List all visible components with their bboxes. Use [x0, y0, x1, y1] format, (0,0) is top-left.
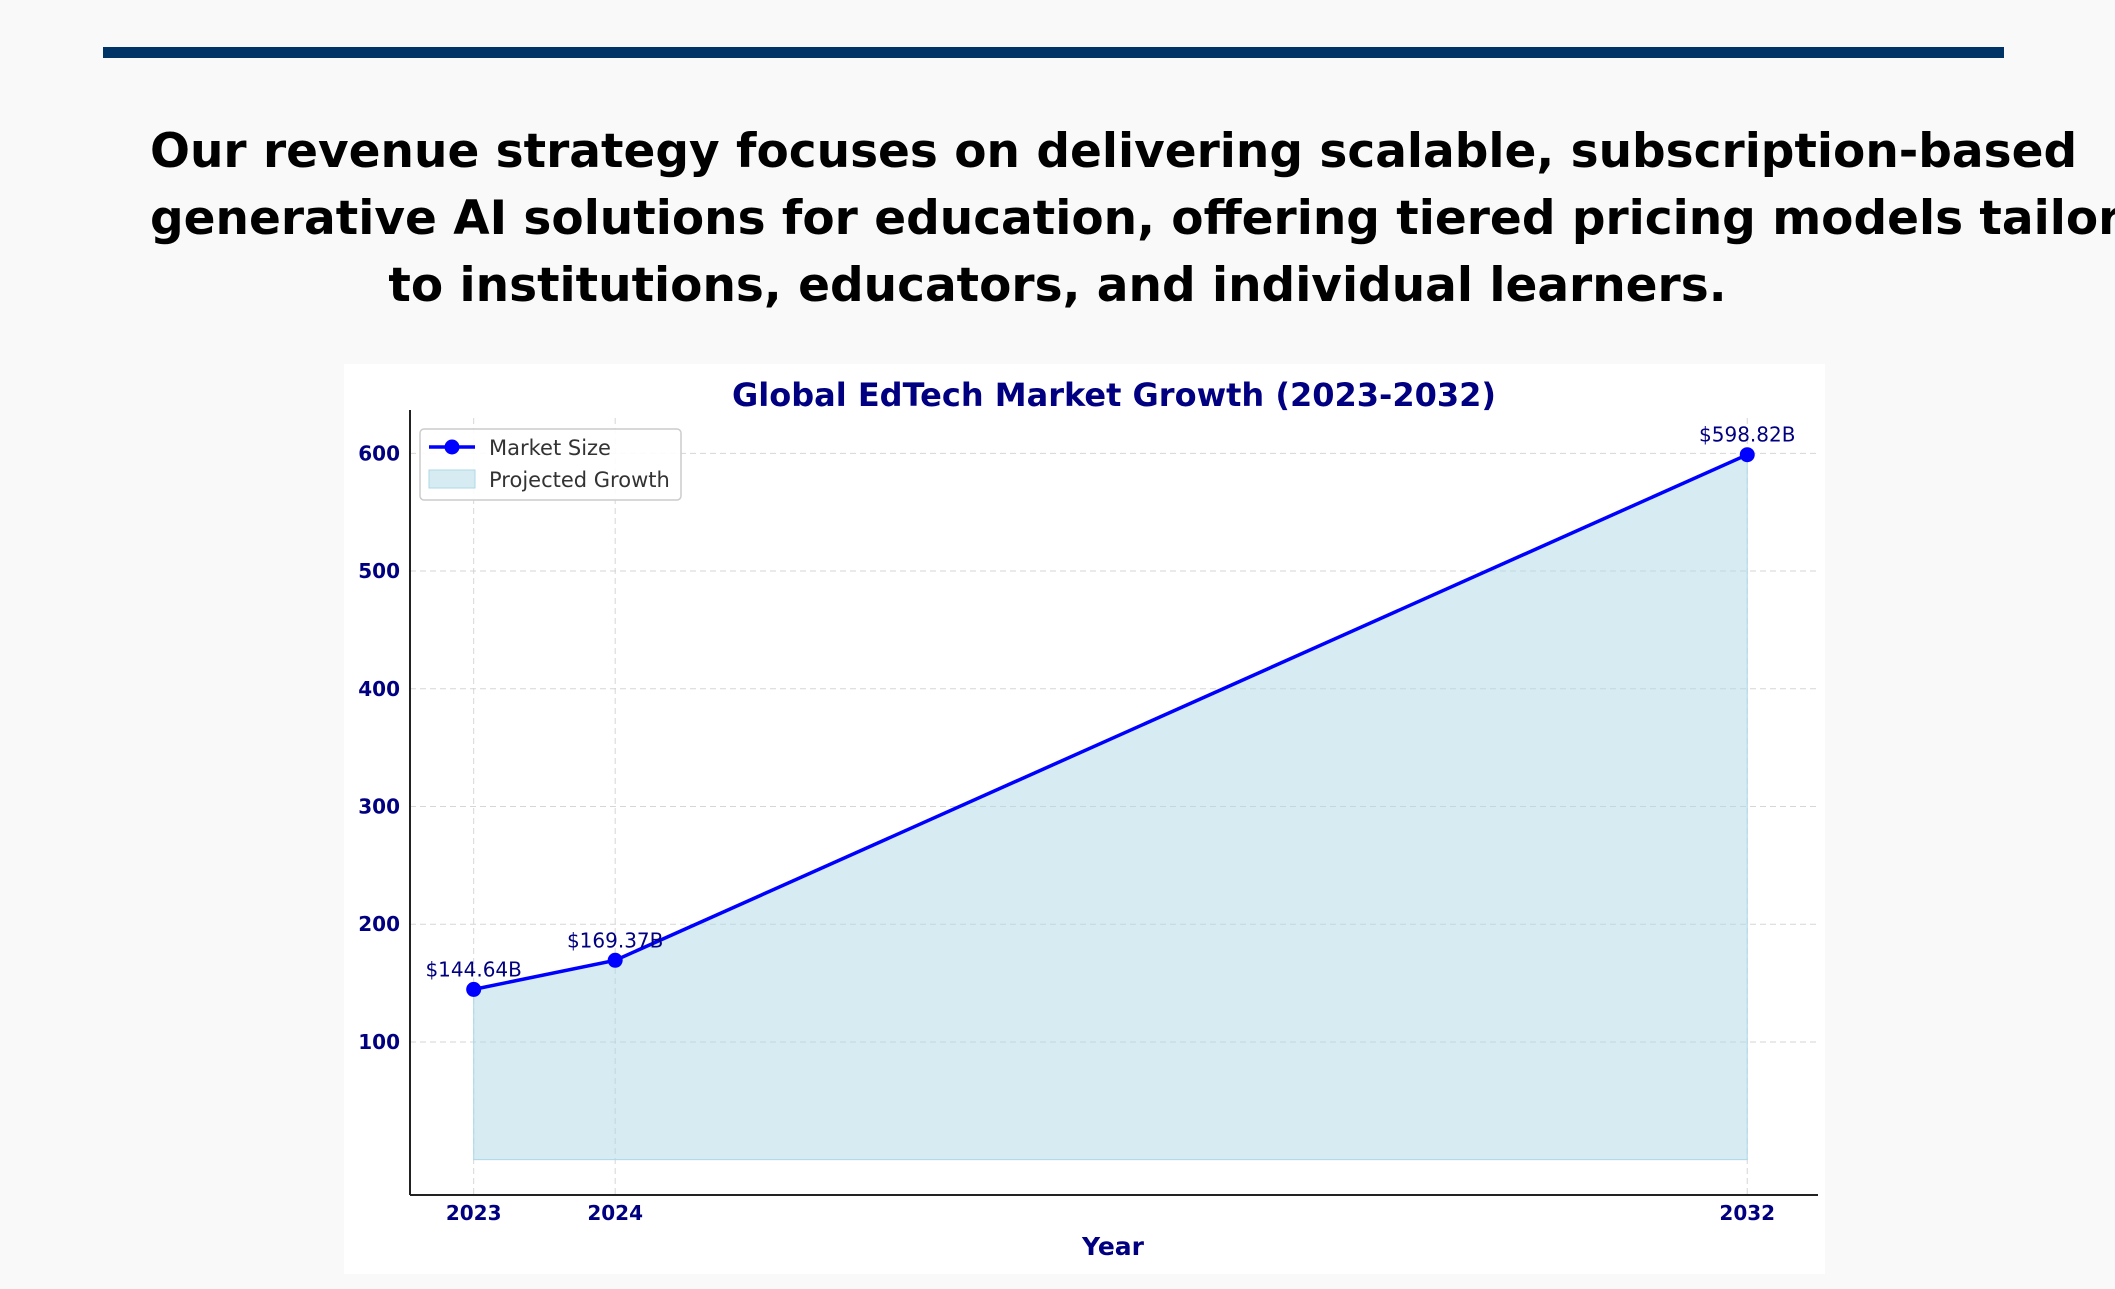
- y-tick-label-300: 300: [358, 795, 400, 819]
- data-point-2024: [607, 952, 623, 968]
- y-tick-label-400: 400: [358, 677, 400, 701]
- tick-labels: 100 200 300 400 500 600 2023 2024 2032: [358, 441, 1775, 1225]
- market-size-series: [466, 447, 1755, 997]
- market-growth-chart: Global EdTech Market Growth (2023-2032) …: [358, 376, 1818, 1261]
- data-label-2024: $169.37B: [567, 928, 663, 952]
- heading-line-1: Our revenue strategy focuses on deliveri…: [150, 124, 2078, 179]
- legend-area-swatch: [428, 469, 476, 489]
- y-tick-label-600: 600: [358, 441, 400, 465]
- legend-projected-growth: Projected Growth: [489, 468, 670, 492]
- top-rule: [103, 47, 2004, 58]
- data-label-2032: $598.82B: [1699, 423, 1795, 447]
- data-labels: $144.64B $169.37B $598.82B: [425, 423, 1795, 982]
- chart-legend: Market Size Projected Growth: [419, 428, 682, 501]
- y-tick-label-100: 100: [358, 1030, 400, 1054]
- projected-growth-area: [473, 453, 1748, 1161]
- heading-line-3: to institutions, educators, and individu…: [388, 258, 1727, 313]
- legend-marker-swatch: [444, 439, 460, 455]
- y-tick-label-200: 200: [358, 912, 400, 936]
- legend-market-size: Market Size: [489, 436, 611, 460]
- y-tick-label-500: 500: [358, 559, 400, 583]
- x-tick-label-2023: 2023: [446, 1201, 502, 1225]
- chart-card: Global EdTech Market Growth (2023-2032) …: [344, 364, 1825, 1274]
- x-tick-label-2024: 2024: [587, 1201, 643, 1225]
- heading-line-2: generative AI solutions for education, o…: [150, 191, 2115, 246]
- data-point-2023: [466, 981, 482, 997]
- legend-box: [419, 428, 682, 501]
- data-label-2023: $144.64B: [425, 957, 521, 981]
- axes: [409, 410, 1818, 1196]
- chart-title: Global EdTech Market Growth (2023-2032): [732, 376, 1496, 414]
- data-point-2032: [1739, 447, 1755, 463]
- x-axis-label: Year: [1081, 1232, 1145, 1261]
- x-tick-label-2032: 2032: [1719, 1201, 1775, 1225]
- projected-growth-area-layer: [473, 453, 1748, 1161]
- page-heading: Our revenue strategy focuses on deliveri…: [150, 118, 2115, 319]
